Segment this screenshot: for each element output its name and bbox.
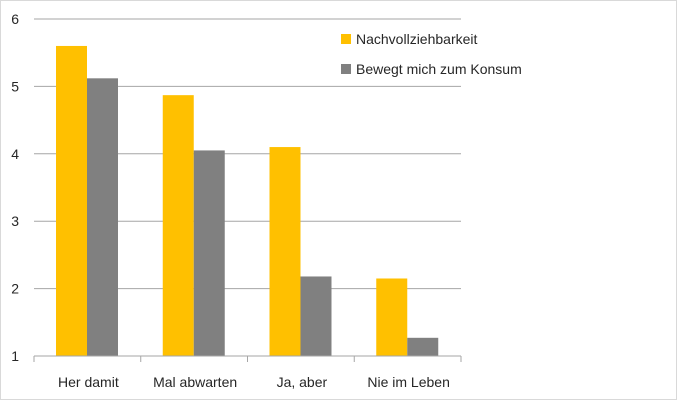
y-tick-label: 4: [11, 146, 19, 162]
bar-konsum: [300, 276, 332, 356]
x-tick-label: Mal abwarten: [153, 374, 237, 390]
y-axis-ticks: 1 2 3 4 5 6: [11, 11, 19, 364]
bar-konsum: [407, 337, 439, 356]
y-tick-label: 5: [11, 78, 19, 94]
x-tick-label: Her damit: [58, 374, 119, 390]
bar-konsum: [193, 150, 225, 356]
x-axis: [33, 355, 462, 362]
legend-label: Nachvollziehbarkeit: [356, 31, 478, 47]
y-tick-label: 1: [11, 348, 19, 364]
bars: [56, 45, 439, 357]
legend-label: Bewegt mich zum Konsum: [356, 61, 522, 77]
x-tick-label: Ja, aber: [277, 374, 328, 390]
x-tick-label: Nie im Leben: [367, 374, 450, 390]
bar-nachvollziehbarkeit: [376, 278, 408, 356]
bar-nachvollziehbarkeit: [162, 95, 194, 357]
legend-swatch: [341, 34, 351, 44]
legend: Nachvollziehbarkeit Bewegt mich zum Konsu…: [341, 31, 522, 77]
bar-nachvollziehbarkeit: [269, 147, 301, 356]
x-axis-ticks: Her damit Mal abwarten Ja, aber Nie im Lebe…: [58, 374, 450, 390]
bar-nachvollziehbarkeit: [56, 45, 87, 357]
y-tick-label: 3: [11, 213, 19, 229]
legend-swatch: [341, 64, 351, 74]
y-tick-label: 2: [11, 281, 19, 297]
y-tick-label: 6: [11, 11, 19, 27]
bar-konsum: [87, 78, 118, 356]
